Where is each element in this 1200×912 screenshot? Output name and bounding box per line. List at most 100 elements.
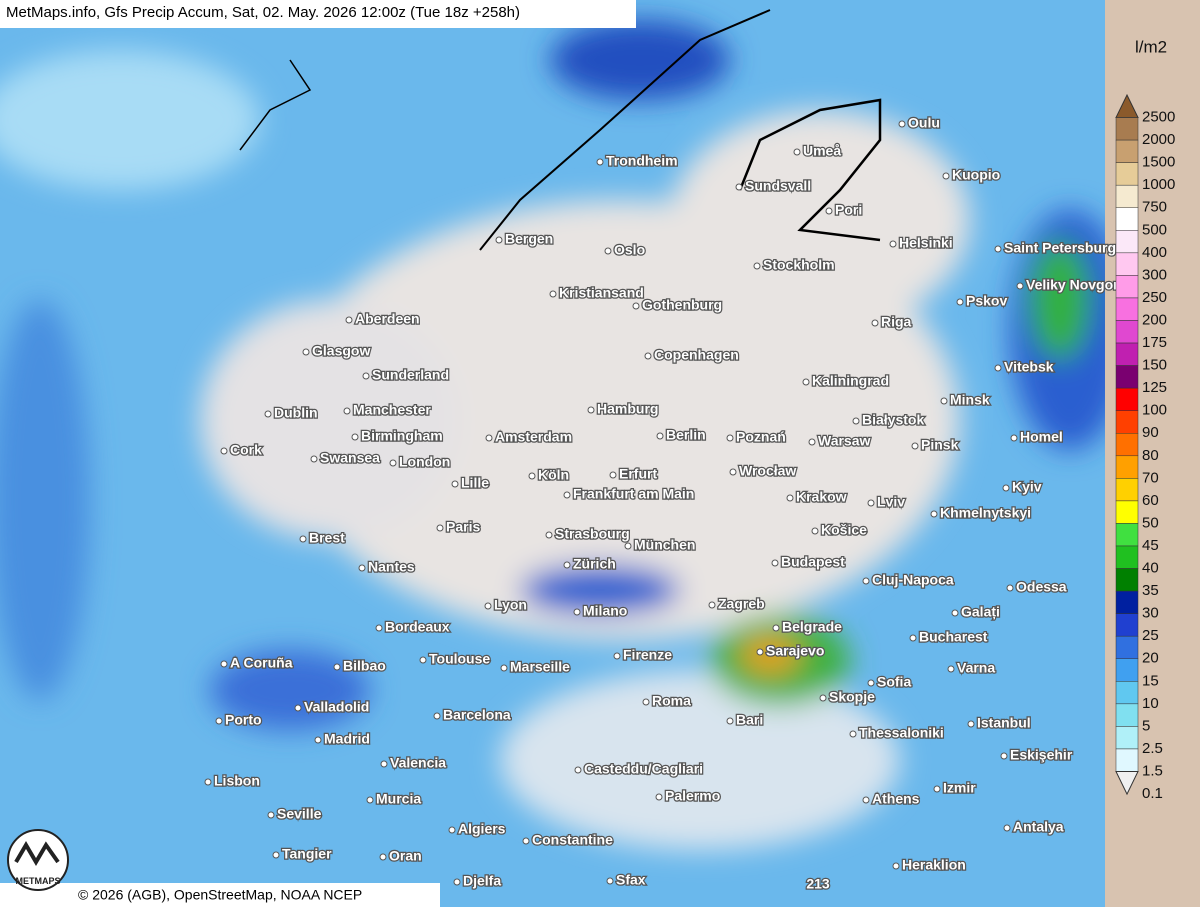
- city-label: Lviv: [877, 494, 905, 510]
- city-label: Minsk: [950, 392, 990, 408]
- city-label: Vitebsk: [1004, 359, 1054, 375]
- city-label: Toulouse: [429, 651, 490, 667]
- city-dot: [940, 397, 948, 405]
- city-dot: [264, 410, 272, 418]
- city-dot: [786, 494, 794, 502]
- city-dot: [656, 432, 664, 440]
- legend-swatch: [1115, 297, 1139, 321]
- city-label: Oulu: [908, 115, 940, 131]
- city-dot: [379, 853, 387, 861]
- city-dot: [573, 608, 581, 616]
- legend-swatch: [1115, 342, 1139, 366]
- legend-swatch: [1115, 275, 1139, 299]
- city-dot: [204, 778, 212, 786]
- city-dot: [867, 679, 875, 687]
- legend-swatch: [1115, 523, 1139, 547]
- header-box: [0, 0, 636, 28]
- city-dot: [911, 442, 919, 450]
- city-dot: [942, 172, 950, 180]
- legend-swatch: [1115, 455, 1139, 479]
- city-label: Sfax: [616, 872, 646, 888]
- city-label: Casteddu/Cagliari: [584, 761, 703, 777]
- legend-unit: l/m2: [1135, 37, 1167, 56]
- legend-swatch: [1115, 139, 1139, 163]
- city-dot: [947, 665, 955, 673]
- city-label: Bilbao: [343, 658, 386, 674]
- city-label: Roma: [652, 693, 691, 709]
- city-label: Murcia: [376, 791, 421, 807]
- legend-swatch: [1115, 771, 1139, 796]
- city-label: Aberdeen: [355, 311, 420, 327]
- city-label: Sofia: [877, 674, 911, 690]
- city-label: Varna: [957, 660, 995, 676]
- city-label: Berlin: [666, 427, 706, 443]
- legend-swatch: [1115, 726, 1139, 750]
- legend-swatch: [1115, 478, 1139, 502]
- city-dot: [500, 664, 508, 672]
- city-label: Constantine: [532, 832, 613, 848]
- city-label: Eskişehir: [1010, 747, 1073, 763]
- city-label: Krakow: [796, 489, 847, 505]
- city-label: Frankfurt am Main: [573, 486, 694, 502]
- city-label: Kyiv: [1012, 479, 1042, 495]
- city-dot: [448, 826, 456, 834]
- city-dot: [909, 634, 917, 642]
- city-label: Barcelona: [443, 707, 511, 723]
- city-dot: [771, 559, 779, 567]
- city-label: Lisbon: [214, 773, 260, 789]
- city-dot: [545, 531, 553, 539]
- legend-swatch: [1115, 658, 1139, 682]
- legend-label: 1000: [1142, 176, 1175, 193]
- legend-swatch: [1115, 703, 1139, 727]
- marker-label: 213: [806, 876, 830, 892]
- city-dot: [433, 712, 441, 720]
- city-label: Pskov: [966, 293, 1007, 309]
- legend-swatch: [1115, 117, 1139, 141]
- city-dot: [930, 510, 938, 518]
- city-dot: [609, 471, 617, 479]
- legend-swatch: [1115, 635, 1139, 660]
- city-label: Brest: [309, 530, 345, 546]
- legend-label: 80: [1142, 447, 1159, 464]
- city-label: Köln: [538, 467, 569, 483]
- legend-label: 70: [1142, 469, 1159, 486]
- coastline: [479, 9, 771, 251]
- city-dot: [892, 862, 900, 870]
- city-dot: [389, 459, 397, 467]
- city-label: Marseille: [510, 659, 570, 675]
- city-label: Glasgow: [312, 343, 370, 359]
- city-label: Swansea: [320, 450, 380, 466]
- legend-label: 175: [1142, 334, 1167, 351]
- city-label: Odessa: [1016, 579, 1067, 595]
- city-dot: [898, 120, 906, 128]
- legend-swatch: [1115, 387, 1139, 411]
- city-label: Valencia: [390, 755, 446, 771]
- coastline: [738, 98, 882, 242]
- city-label: München: [634, 537, 695, 553]
- city-dot: [366, 796, 374, 804]
- city-dot: [951, 609, 959, 617]
- city-label: Zagreb: [718, 596, 765, 612]
- city-dot: [343, 407, 351, 415]
- city-label: Birmingham: [361, 428, 443, 444]
- city-label: Galați: [961, 604, 1000, 620]
- city-label: Trondheim: [606, 153, 678, 169]
- legend-label: 300: [1142, 266, 1167, 283]
- legend-label: 2500: [1142, 109, 1175, 126]
- legend-label: 30: [1142, 605, 1159, 622]
- city-dot: [632, 302, 640, 310]
- logo-text: METMAPS: [16, 876, 61, 886]
- city-dot: [933, 785, 941, 793]
- legend-label: 45: [1142, 537, 1159, 554]
- legend-label: 250: [1142, 289, 1167, 306]
- city-label: London: [399, 454, 450, 470]
- city-dot: [1000, 752, 1008, 760]
- city-dot: [852, 417, 860, 425]
- city-dot: [613, 652, 621, 660]
- legend-swatch: [1115, 590, 1139, 614]
- city-dot: [267, 811, 275, 819]
- city-label: Kaliningrad: [812, 373, 889, 389]
- city-dot: [1016, 282, 1024, 290]
